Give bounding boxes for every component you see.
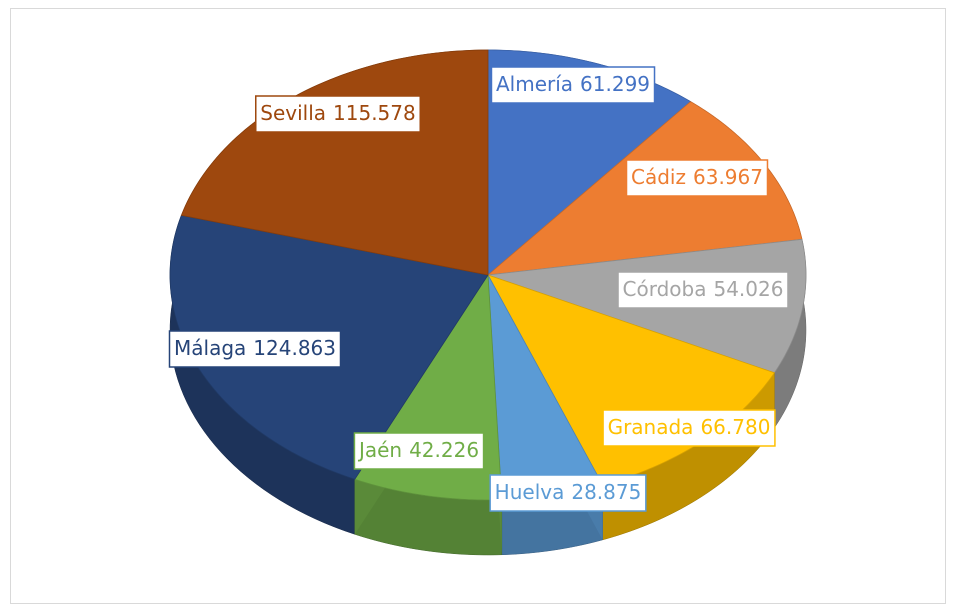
data-label-text: Jaén 42.226 — [357, 438, 479, 462]
data-label-text: Córdoba 54.026 — [623, 277, 784, 301]
data-label-box — [353, 432, 485, 470]
value-label: 28.875 — [571, 480, 641, 504]
value-label: 42.226 — [409, 438, 479, 462]
data-label: Córdoba 54.026 — [617, 271, 789, 309]
data-label-box — [617, 271, 789, 309]
category-name: Almería — [496, 72, 573, 96]
value-label: 63.967 — [693, 165, 763, 189]
category-name: Cádiz — [631, 165, 686, 189]
data-label-text: Málaga 124.863 — [174, 336, 336, 360]
data-label-text: Huelva 28.875 — [495, 480, 642, 504]
category-name: Jaén — [357, 438, 402, 462]
data-label-box — [489, 474, 647, 512]
value-label: 54.026 — [713, 277, 783, 301]
category-name: Málaga — [174, 336, 246, 360]
data-label-text: Cádiz 63.967 — [631, 165, 763, 189]
data-label-box — [602, 409, 776, 447]
data-label: Málaga 124.863 — [168, 330, 342, 368]
category-name: Córdoba — [623, 277, 707, 301]
data-label: Jaén 42.226 — [353, 432, 485, 470]
data-label-text: Almería 61.299 — [496, 72, 650, 96]
data-label-box — [490, 66, 656, 104]
data-label-box — [168, 330, 342, 368]
data-label: Granada 66.780 — [602, 409, 776, 447]
data-label: Huelva 28.875 — [489, 474, 647, 512]
data-label: Almería 61.299 — [490, 66, 656, 104]
value-label: 61.299 — [580, 72, 650, 96]
category-name: Huelva — [495, 480, 565, 504]
data-label-box — [625, 159, 769, 197]
data-label-text: Sevilla 115.578 — [260, 101, 415, 125]
category-name: Granada — [608, 415, 694, 439]
data-label: Sevilla 115.578 — [255, 95, 421, 133]
slice — [487, 49, 692, 276]
data-label-text: Granada 66.780 — [608, 415, 771, 439]
category-name: Sevilla — [260, 101, 326, 125]
data-label-box — [255, 95, 421, 133]
value-label: 115.578 — [333, 101, 416, 125]
data-label: Cádiz 63.967 — [625, 159, 769, 197]
value-label: 66.780 — [700, 415, 770, 439]
value-label: 124.863 — [253, 336, 336, 360]
